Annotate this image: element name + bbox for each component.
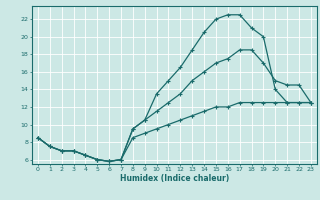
X-axis label: Humidex (Indice chaleur): Humidex (Indice chaleur)	[120, 174, 229, 183]
